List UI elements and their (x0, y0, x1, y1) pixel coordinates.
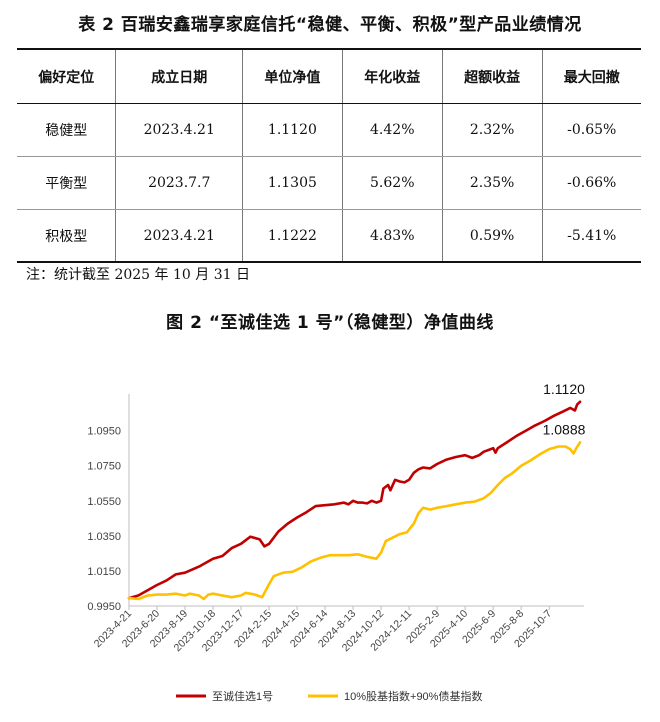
x-axis: 2023-4-212023-6-202023-8-192023-10-18202… (92, 605, 584, 654)
table-cell: -0.65% (541, 103, 641, 157)
table-cell: 2023.7.7 (115, 156, 244, 210)
table-cell: -0.66% (541, 156, 641, 210)
y-tick-label: 1.0950 (87, 426, 121, 438)
header-cell: 年化收益 (341, 48, 443, 104)
table-cell: 0.59% (441, 209, 543, 263)
y-tick-label: 1.0150 (87, 566, 121, 578)
header-cell: 超额收益 (441, 48, 543, 104)
y-tick-label: 1.0550 (87, 496, 121, 508)
figure-title: 图 2 “至诚佳选 1 号”（稳健型）净值曲线 (166, 313, 494, 333)
table-cell: -5.41% (541, 209, 641, 263)
table-cell: 2.32% (441, 103, 543, 157)
series-line-1 (127, 400, 582, 600)
table-row: 稳健型 2023.4.21 1.1120 4.42% 2.32% -0.65% (17, 103, 641, 157)
legend-label: 至诚佳选1号 (212, 689, 273, 703)
table-cell: 1.1222 (242, 209, 343, 263)
table-cell: 稳健型 (17, 103, 117, 157)
series-line-2 (127, 441, 582, 601)
table-header-row: 偏好定位 成立日期 单位净值 年化收益 超额收益 最大回撤 (17, 48, 641, 104)
table-row: 积极型 2023.4.21 1.1222 4.83% 0.59% -5.41% (17, 209, 641, 263)
table-cell: 1.1120 (242, 103, 343, 157)
table-row: 平衡型 2023.7.7 1.1305 5.62% 2.35% -0.66% (17, 156, 641, 210)
table-cell: 积极型 (17, 209, 117, 263)
y-axis: 0.9950 1.0150 1.0350 1.0550 1.0750 1.0950 (87, 394, 130, 613)
chart-legend: 至诚佳选1号 10%股基指数+90%债基指数 (176, 689, 482, 703)
table-title: 表 2 百瑞安鑫瑞享家庭信托“稳健、平衡、积极”型产品业绩情况 (78, 15, 582, 35)
y-tick-label: 0.9950 (87, 601, 121, 613)
header-cell: 单位净值 (242, 48, 343, 104)
series-end-label: 1.0888 (543, 421, 586, 437)
table-cell: 5.62% (341, 156, 443, 210)
header-cell: 成立日期 (115, 48, 244, 104)
legend-label: 10%股基指数+90%债基指数 (344, 689, 482, 703)
table-cell: 1.1305 (242, 156, 343, 210)
series-end-label: 1.1120 (543, 381, 585, 397)
table-cell: 4.42% (341, 103, 443, 157)
series-layer: 1.1120 1.0888 (127, 381, 586, 601)
performance-table: 偏好定位 成立日期 单位净值 年化收益 超额收益 最大回撤 稳健型 2023.4… (17, 48, 641, 263)
table-cell: 2023.4.21 (115, 209, 244, 263)
y-tick-label: 1.0350 (87, 531, 121, 543)
header-cell: 最大回撤 (541, 48, 641, 104)
table-cell: 4.83% (341, 209, 443, 263)
nav-line-chart: 0.9950 1.0150 1.0350 1.0550 1.0750 1.0950 202… (87, 381, 586, 703)
table-note: 注：统计截至 2025 年 10 月 31 日 (26, 267, 250, 283)
y-tick-label: 1.0750 (87, 461, 121, 473)
table-cell: 平衡型 (17, 156, 117, 210)
table-cell: 2023.4.21 (115, 103, 244, 157)
header-cell: 偏好定位 (17, 48, 117, 104)
table-cell: 2.35% (441, 156, 543, 210)
